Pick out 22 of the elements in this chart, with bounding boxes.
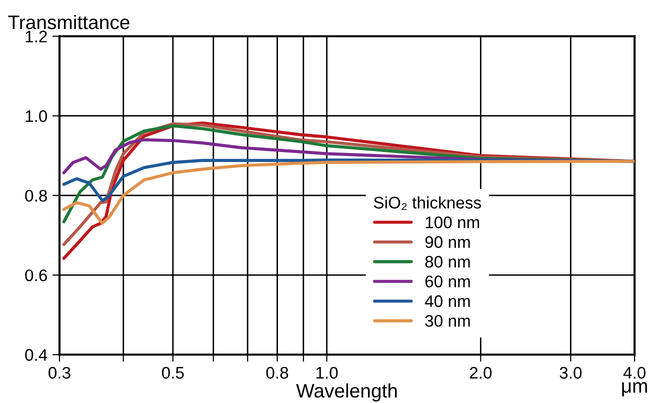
x-tick-label: 2.0 xyxy=(470,366,492,379)
legend-label: 80 nm xyxy=(425,256,470,268)
legend-label: 60 nm xyxy=(425,276,470,288)
x-tick-label: 0.5 xyxy=(162,366,184,379)
legend-label: 30 nm xyxy=(425,314,470,327)
y-tick-label: 1.2 xyxy=(26,30,47,42)
y-axis-title: Transmittance xyxy=(8,14,130,30)
legend-title: SiO₂ thickness xyxy=(374,196,481,210)
x-axis-title: Wavelength xyxy=(296,383,397,402)
y-tick-label: 1.0 xyxy=(26,110,48,122)
x-tick-label: 4.0 xyxy=(623,366,646,379)
x-tick-label: 3.0 xyxy=(560,366,582,379)
y-tick-label: 0.4 xyxy=(25,349,48,361)
y-tick-label: 0.6 xyxy=(25,269,47,282)
legend-label: 90 nm xyxy=(425,236,470,248)
y-tick-label: 0.8 xyxy=(25,190,47,202)
x-tick-label: 1.0 xyxy=(316,366,338,379)
x-tick-label: 0.8 xyxy=(266,366,288,379)
legend-label: 100 nm xyxy=(426,216,480,228)
x-tick-label: 0.3 xyxy=(48,366,70,379)
text: μm xyxy=(622,382,647,396)
legend-label: 40 nm xyxy=(424,295,470,308)
